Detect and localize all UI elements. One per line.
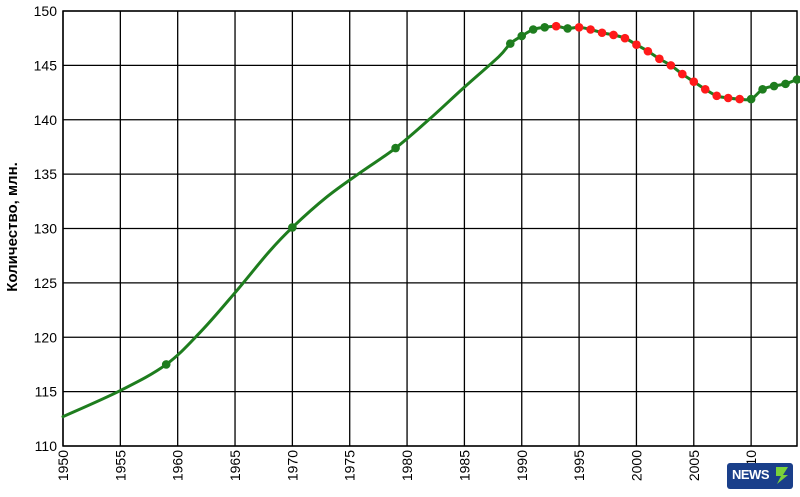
y-tick-label: 120 bbox=[34, 329, 58, 345]
x-tick-label: 1955 bbox=[112, 450, 128, 481]
data-point-decrease bbox=[689, 77, 699, 86]
data-point-decrease bbox=[723, 93, 733, 103]
data-point-decrease bbox=[597, 28, 607, 38]
data-point-increase bbox=[391, 143, 400, 153]
data-point-decrease bbox=[655, 54, 664, 64]
data-point-decrease bbox=[609, 30, 618, 40]
y-axis-title: Количество, млн. bbox=[4, 162, 21, 292]
x-tick-label: 1960 bbox=[170, 450, 186, 481]
x-tick-label: 1970 bbox=[284, 450, 300, 481]
y-tick-label: 125 bbox=[34, 275, 58, 291]
x-tick-label: 2000 bbox=[628, 450, 644, 481]
data-point-decrease bbox=[700, 85, 710, 94]
y-tick-label: 150 bbox=[34, 3, 58, 19]
news-logo: NEWS bbox=[727, 463, 793, 489]
data-point-decrease bbox=[620, 33, 630, 43]
logo-mark-icon bbox=[776, 467, 788, 484]
data-point-increase bbox=[528, 25, 538, 34]
x-tick-label: 1995 bbox=[571, 450, 587, 481]
data-point-decrease bbox=[586, 25, 595, 34]
population-line bbox=[61, 24, 799, 419]
y-tick-label: 115 bbox=[35, 384, 58, 400]
data-point-increase bbox=[505, 39, 515, 48]
news-logo-text: NEWS bbox=[732, 467, 770, 482]
y-tick-label: 145 bbox=[34, 57, 58, 73]
data-point-increase bbox=[540, 23, 549, 32]
data-point-increase bbox=[288, 223, 297, 232]
data-point-decrease bbox=[643, 46, 653, 56]
x-tick-label: 1975 bbox=[342, 450, 358, 481]
x-tick-label: 2005 bbox=[686, 450, 702, 481]
y-tick-label: 140 bbox=[34, 112, 58, 128]
y-tick-label: 110 bbox=[35, 438, 58, 454]
y-tick-label: 135 bbox=[34, 166, 58, 182]
data-point-decrease bbox=[678, 69, 687, 79]
data-point-decrease bbox=[666, 61, 676, 70]
x-tick-label: 1950 bbox=[55, 450, 71, 481]
data-point-increase bbox=[563, 24, 572, 33]
data-point-decrease bbox=[574, 23, 584, 32]
x-tick-label: 1985 bbox=[456, 450, 472, 481]
x-axis-tick-labels: 1950 1955 1960 1965 1970 1975 1980 1985 1990 1995… bbox=[55, 450, 759, 481]
data-point-increase bbox=[161, 360, 171, 369]
data-point-increase bbox=[792, 75, 800, 84]
data-point-decrease bbox=[735, 94, 744, 104]
data-point-increase bbox=[769, 81, 779, 91]
x-tick-label: 1965 bbox=[227, 450, 243, 481]
data-markers bbox=[161, 21, 800, 369]
data-point-increase bbox=[758, 85, 767, 94]
data-point-decrease bbox=[551, 21, 561, 31]
data-point-increase bbox=[781, 79, 790, 89]
data-point-decrease bbox=[712, 91, 722, 101]
data-point-increase bbox=[746, 94, 756, 104]
x-tick-label: 1980 bbox=[399, 450, 415, 481]
data-point-decrease bbox=[632, 40, 641, 50]
y-axis-tick-labels: 110 115 120 125 130 135 140 145 150 bbox=[34, 3, 58, 454]
y-tick-label: 130 bbox=[34, 221, 58, 237]
data-point-increase bbox=[517, 31, 527, 41]
x-tick-label: 1990 bbox=[514, 450, 530, 481]
